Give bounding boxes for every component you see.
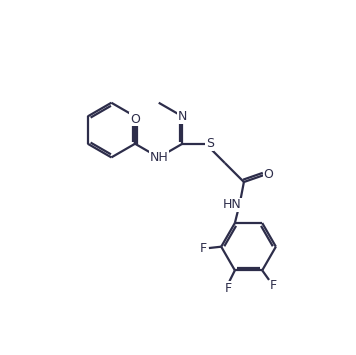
Text: F: F: [199, 241, 206, 255]
Text: F: F: [225, 282, 232, 295]
Text: F: F: [270, 279, 277, 292]
Text: NH: NH: [150, 151, 168, 164]
Text: S: S: [206, 137, 214, 150]
Text: O: O: [130, 113, 140, 126]
Text: HN: HN: [223, 198, 241, 211]
Text: N: N: [178, 110, 187, 123]
Text: O: O: [263, 168, 273, 181]
